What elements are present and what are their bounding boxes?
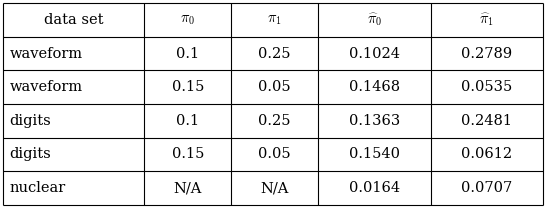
Text: digits: digits [9, 147, 51, 161]
Text: data set: data set [44, 13, 103, 27]
Text: 0.2481: 0.2481 [461, 114, 513, 128]
Text: N/A: N/A [260, 181, 289, 195]
Text: 0.15: 0.15 [171, 147, 204, 161]
Text: 0.1: 0.1 [176, 114, 199, 128]
Text: nuclear: nuclear [9, 181, 66, 195]
Text: 0.15: 0.15 [171, 80, 204, 94]
Text: 0.0707: 0.0707 [461, 181, 513, 195]
Text: 0.1540: 0.1540 [349, 147, 400, 161]
Text: 0.05: 0.05 [258, 80, 291, 94]
Text: digits: digits [9, 114, 51, 128]
Text: waveform: waveform [9, 80, 82, 94]
Text: 0.2789: 0.2789 [461, 47, 513, 61]
Text: 0.0164: 0.0164 [349, 181, 400, 195]
Text: 0.25: 0.25 [258, 114, 291, 128]
Text: 0.1: 0.1 [176, 47, 199, 61]
Text: 0.1024: 0.1024 [349, 47, 400, 61]
Text: 0.1363: 0.1363 [349, 114, 400, 128]
Text: 0.1468: 0.1468 [349, 80, 400, 94]
Text: waveform: waveform [9, 47, 82, 61]
Text: $\widehat{\pi}_0$: $\widehat{\pi}_0$ [366, 11, 382, 28]
Text: $\widehat{\pi}_1$: $\widehat{\pi}_1$ [479, 11, 495, 28]
Text: 0.0535: 0.0535 [461, 80, 513, 94]
Text: 0.0612: 0.0612 [461, 147, 513, 161]
Text: $\pi_0$: $\pi_0$ [180, 13, 195, 27]
Text: N/A: N/A [174, 181, 202, 195]
Text: 0.25: 0.25 [258, 47, 291, 61]
Text: 0.05: 0.05 [258, 147, 291, 161]
Text: $\pi_1$: $\pi_1$ [268, 13, 282, 27]
